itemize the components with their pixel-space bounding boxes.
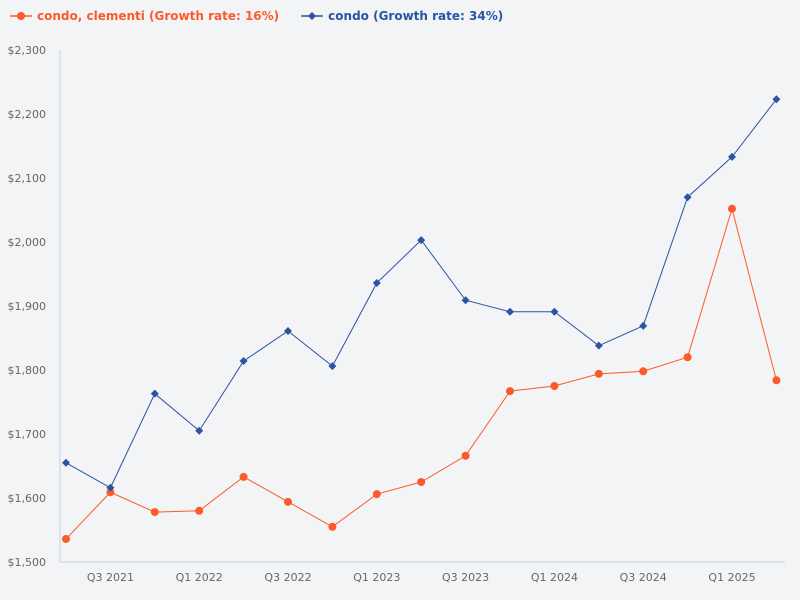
data-point [150, 508, 159, 517]
x-tick-label: Q1 2024 [531, 571, 578, 584]
data-point [550, 382, 559, 390]
x-tick-label: Q1 2022 [176, 571, 223, 584]
y-tick-label: $2,300 [8, 44, 47, 57]
x-tick-label: Q1 2023 [353, 571, 400, 584]
data-point [195, 426, 204, 435]
legend-label: condo, clementi (Growth rate: 16%) [37, 9, 280, 23]
data-point [639, 321, 648, 330]
legend-item-condo[interactable]: condo (Growth rate: 34%) [301, 9, 503, 23]
y-tick-label: $2,200 [8, 108, 47, 121]
data-point [594, 341, 603, 350]
data-point [239, 357, 248, 366]
data-point [728, 152, 736, 161]
data-point [195, 506, 204, 515]
data-point [372, 278, 381, 287]
data-point [417, 236, 426, 245]
data-point [239, 472, 248, 481]
data-point [328, 362, 337, 371]
x-tick-label: Q3 2023 [442, 571, 489, 584]
x-tick-label: Q3 2021 [87, 571, 134, 584]
data-point [106, 488, 115, 497]
data-point [106, 483, 115, 492]
y-tick-label: $2,100 [8, 172, 47, 185]
data-point [683, 193, 692, 202]
data-point [506, 387, 514, 396]
data-point [150, 389, 159, 398]
data-point [728, 204, 736, 213]
data-point [639, 367, 648, 376]
data-point [372, 490, 381, 499]
series-line-0 [65, 206, 777, 540]
data-point [328, 522, 337, 531]
y-tick-label: $1,600 [8, 492, 47, 505]
data-point [284, 497, 292, 506]
x-tick-label: Q3 2022 [264, 571, 311, 584]
legend: condo, clementi (Growth rate: 16%) condo… [10, 9, 503, 23]
data-point [461, 451, 470, 460]
data-point [594, 369, 603, 378]
data-point [506, 307, 514, 316]
data-point [284, 326, 292, 335]
data-point [683, 353, 692, 362]
data-point [62, 458, 70, 467]
legend-item-condo-clementi[interactable]: condo, clementi (Growth rate: 16%) [10, 9, 279, 23]
y-tick-label: $1,900 [8, 300, 47, 313]
y-tick-label: $1,700 [8, 428, 47, 441]
series-line-1 [65, 98, 777, 489]
legend-label: condo (Growth rate: 34%) [328, 9, 504, 23]
x-tick-label: Q1 2025 [708, 571, 755, 584]
y-tick-label: $1,800 [8, 364, 47, 377]
data-point [62, 534, 70, 543]
x-tick-label: Q3 2024 [620, 571, 667, 584]
circle-marker-icon [10, 12, 32, 20]
y-tick-label: $2,000 [8, 236, 47, 249]
y-tick-label: $1,500 [8, 556, 47, 569]
data-point [461, 296, 470, 305]
data-point [550, 307, 559, 316]
data-point [772, 95, 781, 104]
data-point [417, 478, 426, 486]
diamond-marker-icon [301, 12, 324, 20]
data-point [772, 376, 781, 385]
